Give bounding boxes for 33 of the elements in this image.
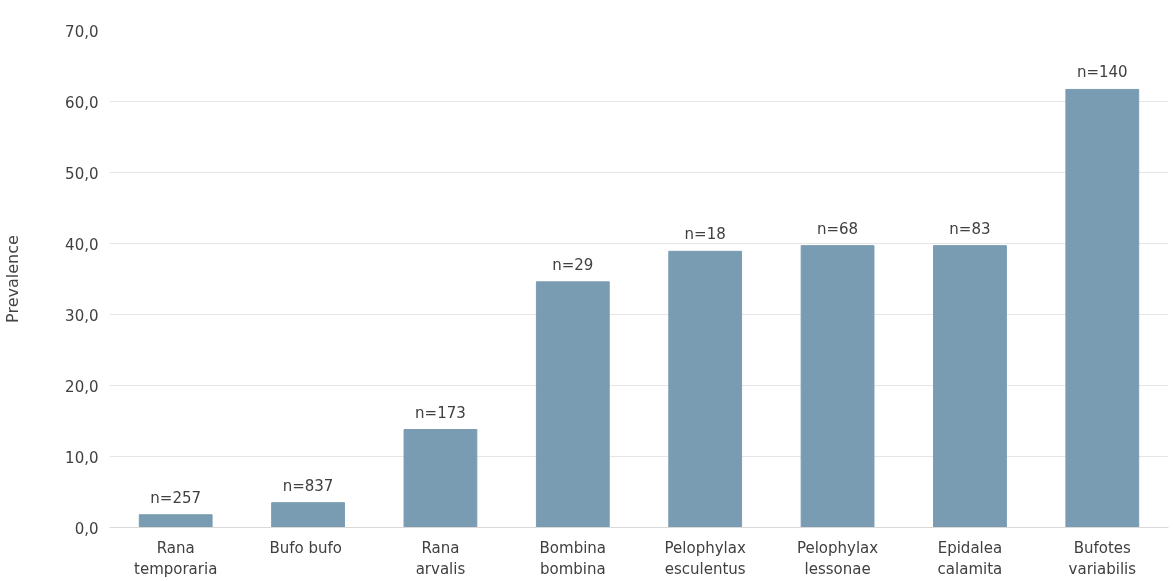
y-tick-label: 0,0	[74, 519, 99, 538]
bar	[138, 514, 213, 528]
annotation: n=173	[415, 403, 466, 422]
annotation: n=257	[150, 488, 202, 507]
annotation: n=29	[552, 255, 594, 274]
y-tick-label: 10,0	[65, 448, 99, 467]
x-tick-label: Epidalea calamita	[937, 538, 1003, 579]
x-tick-label: Bufotes variabilis	[1068, 538, 1137, 579]
y-tick-label: 30,0	[65, 306, 99, 325]
y-tick-label: 60,0	[65, 93, 99, 112]
y-tick-label: 40,0	[65, 235, 99, 254]
bar	[271, 502, 345, 528]
annotation: n=140	[1076, 63, 1128, 82]
x-tick-label: Pelophylax esculentus	[664, 538, 746, 579]
x-tick-label: Bufo bufo	[269, 538, 342, 557]
bar	[1065, 88, 1140, 528]
y-tick-label: 70,0	[65, 22, 99, 41]
bar	[800, 245, 875, 528]
x-tick-label: Rana temporaria	[134, 538, 218, 579]
annotation: n=18	[684, 225, 726, 244]
annotation: n=68	[816, 219, 859, 238]
x-tick-label: Bombina bombina	[539, 538, 607, 579]
bar	[403, 429, 478, 528]
y-tick-label: 20,0	[65, 377, 99, 396]
annotation: n=83	[949, 219, 991, 238]
x-tick-label: Pelophylax lessonae	[796, 538, 879, 579]
y-axis-title: Prevalence	[3, 235, 23, 323]
bar	[668, 250, 743, 528]
y-tick-label: 50,0	[65, 164, 99, 183]
bar	[535, 281, 610, 528]
annotation: n=837	[282, 476, 334, 495]
x-tick-label: Rana arvalis	[415, 538, 466, 579]
bar	[933, 245, 1007, 528]
